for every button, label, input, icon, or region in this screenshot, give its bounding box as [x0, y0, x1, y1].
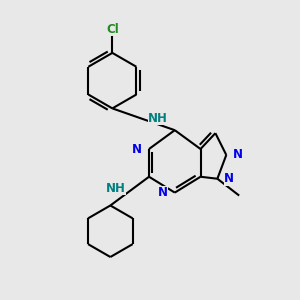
Text: N: N	[233, 148, 243, 161]
Text: N: N	[132, 142, 142, 155]
Text: Cl: Cl	[106, 22, 119, 36]
Text: NH: NH	[148, 112, 168, 125]
Text: NH: NH	[106, 182, 126, 195]
Text: N: N	[158, 186, 168, 199]
Text: N: N	[224, 172, 234, 185]
